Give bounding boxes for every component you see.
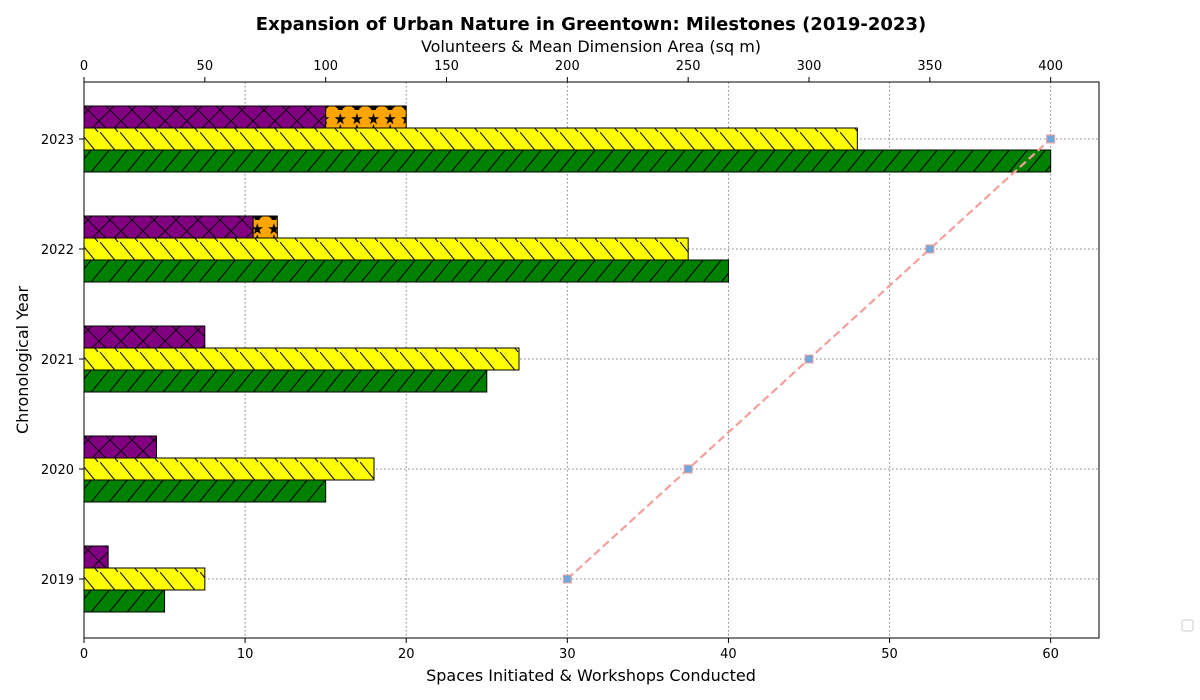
top-tick-label: 200 xyxy=(555,59,580,74)
line-marker-2021 xyxy=(804,354,814,364)
chart-title: Expansion of Urban Nature in Greentown: … xyxy=(256,14,926,35)
axes: 0 10 20 30 40 50 60 0 50 100 150 200 250 300 350 400 201… xyxy=(41,59,1100,662)
y-tick-label-2021: 2021 xyxy=(41,353,74,368)
bottom-tick-label: 40 xyxy=(720,647,737,662)
bar-2022-green xyxy=(83,259,729,283)
bar-2022-yellow xyxy=(83,237,689,261)
y-tick-label-2020: 2020 xyxy=(41,463,74,478)
bar-2019-purple xyxy=(83,545,109,569)
bottom-x-axis-label: Spaces Initiated & Workshops Conducted xyxy=(426,666,756,685)
y-axis-label: Chronological Year xyxy=(13,286,32,435)
bar-2019-green xyxy=(83,589,166,613)
top-tick-label: 50 xyxy=(197,59,214,74)
top-tick-label: 150 xyxy=(434,59,459,74)
top-tick-label: 350 xyxy=(917,59,942,74)
bar-2023-yellow xyxy=(83,127,858,151)
bottom-tick-label: 30 xyxy=(559,647,576,662)
bar-2019-yellow xyxy=(83,567,206,591)
line-marker-2023 xyxy=(1046,134,1056,144)
line-marker-2019 xyxy=(562,574,572,584)
bar-2020-green xyxy=(83,479,327,503)
y-tick-label-2022: 2022 xyxy=(41,243,74,258)
plot-frame xyxy=(83,81,1100,639)
bar-2021-yellow xyxy=(83,347,520,371)
bottom-tick-label: 10 xyxy=(237,647,254,662)
bottom-tick-label: 60 xyxy=(1042,647,1059,662)
top-tick-label: 400 xyxy=(1038,59,1063,74)
y-tick-label-2023: 2023 xyxy=(41,133,74,148)
bottom-tick-label: 20 xyxy=(398,647,415,662)
bar-2022-purple xyxy=(83,215,254,239)
top-x-axis-label: Volunteers & Mean Dimension Area (sq m) xyxy=(421,37,761,56)
bar-2023-green xyxy=(83,149,1052,173)
bar-2022-orange xyxy=(252,215,278,239)
bar-2021-purple xyxy=(83,325,206,349)
top-tick-label: 300 xyxy=(797,59,822,74)
bottom-tick-label: 0 xyxy=(80,647,88,662)
y-tick-label-2019: 2019 xyxy=(41,573,74,588)
line-marker-2020 xyxy=(683,464,693,474)
top-tick-label: 250 xyxy=(676,59,701,74)
bar-2021-green xyxy=(83,369,488,393)
bar-2020-yellow xyxy=(83,457,375,481)
bottom-tick-label: 50 xyxy=(881,647,898,662)
bar-2020-purple xyxy=(83,435,157,459)
volunteers-line xyxy=(562,134,1056,584)
top-tick-label: 0 xyxy=(80,59,88,74)
bar-2023-orange xyxy=(325,105,407,129)
bars xyxy=(83,105,1052,613)
line-marker-2022 xyxy=(925,244,935,254)
bar-2023-purple xyxy=(83,105,327,129)
top-tick-label: 100 xyxy=(313,59,338,74)
legend-box xyxy=(1181,619,1194,632)
